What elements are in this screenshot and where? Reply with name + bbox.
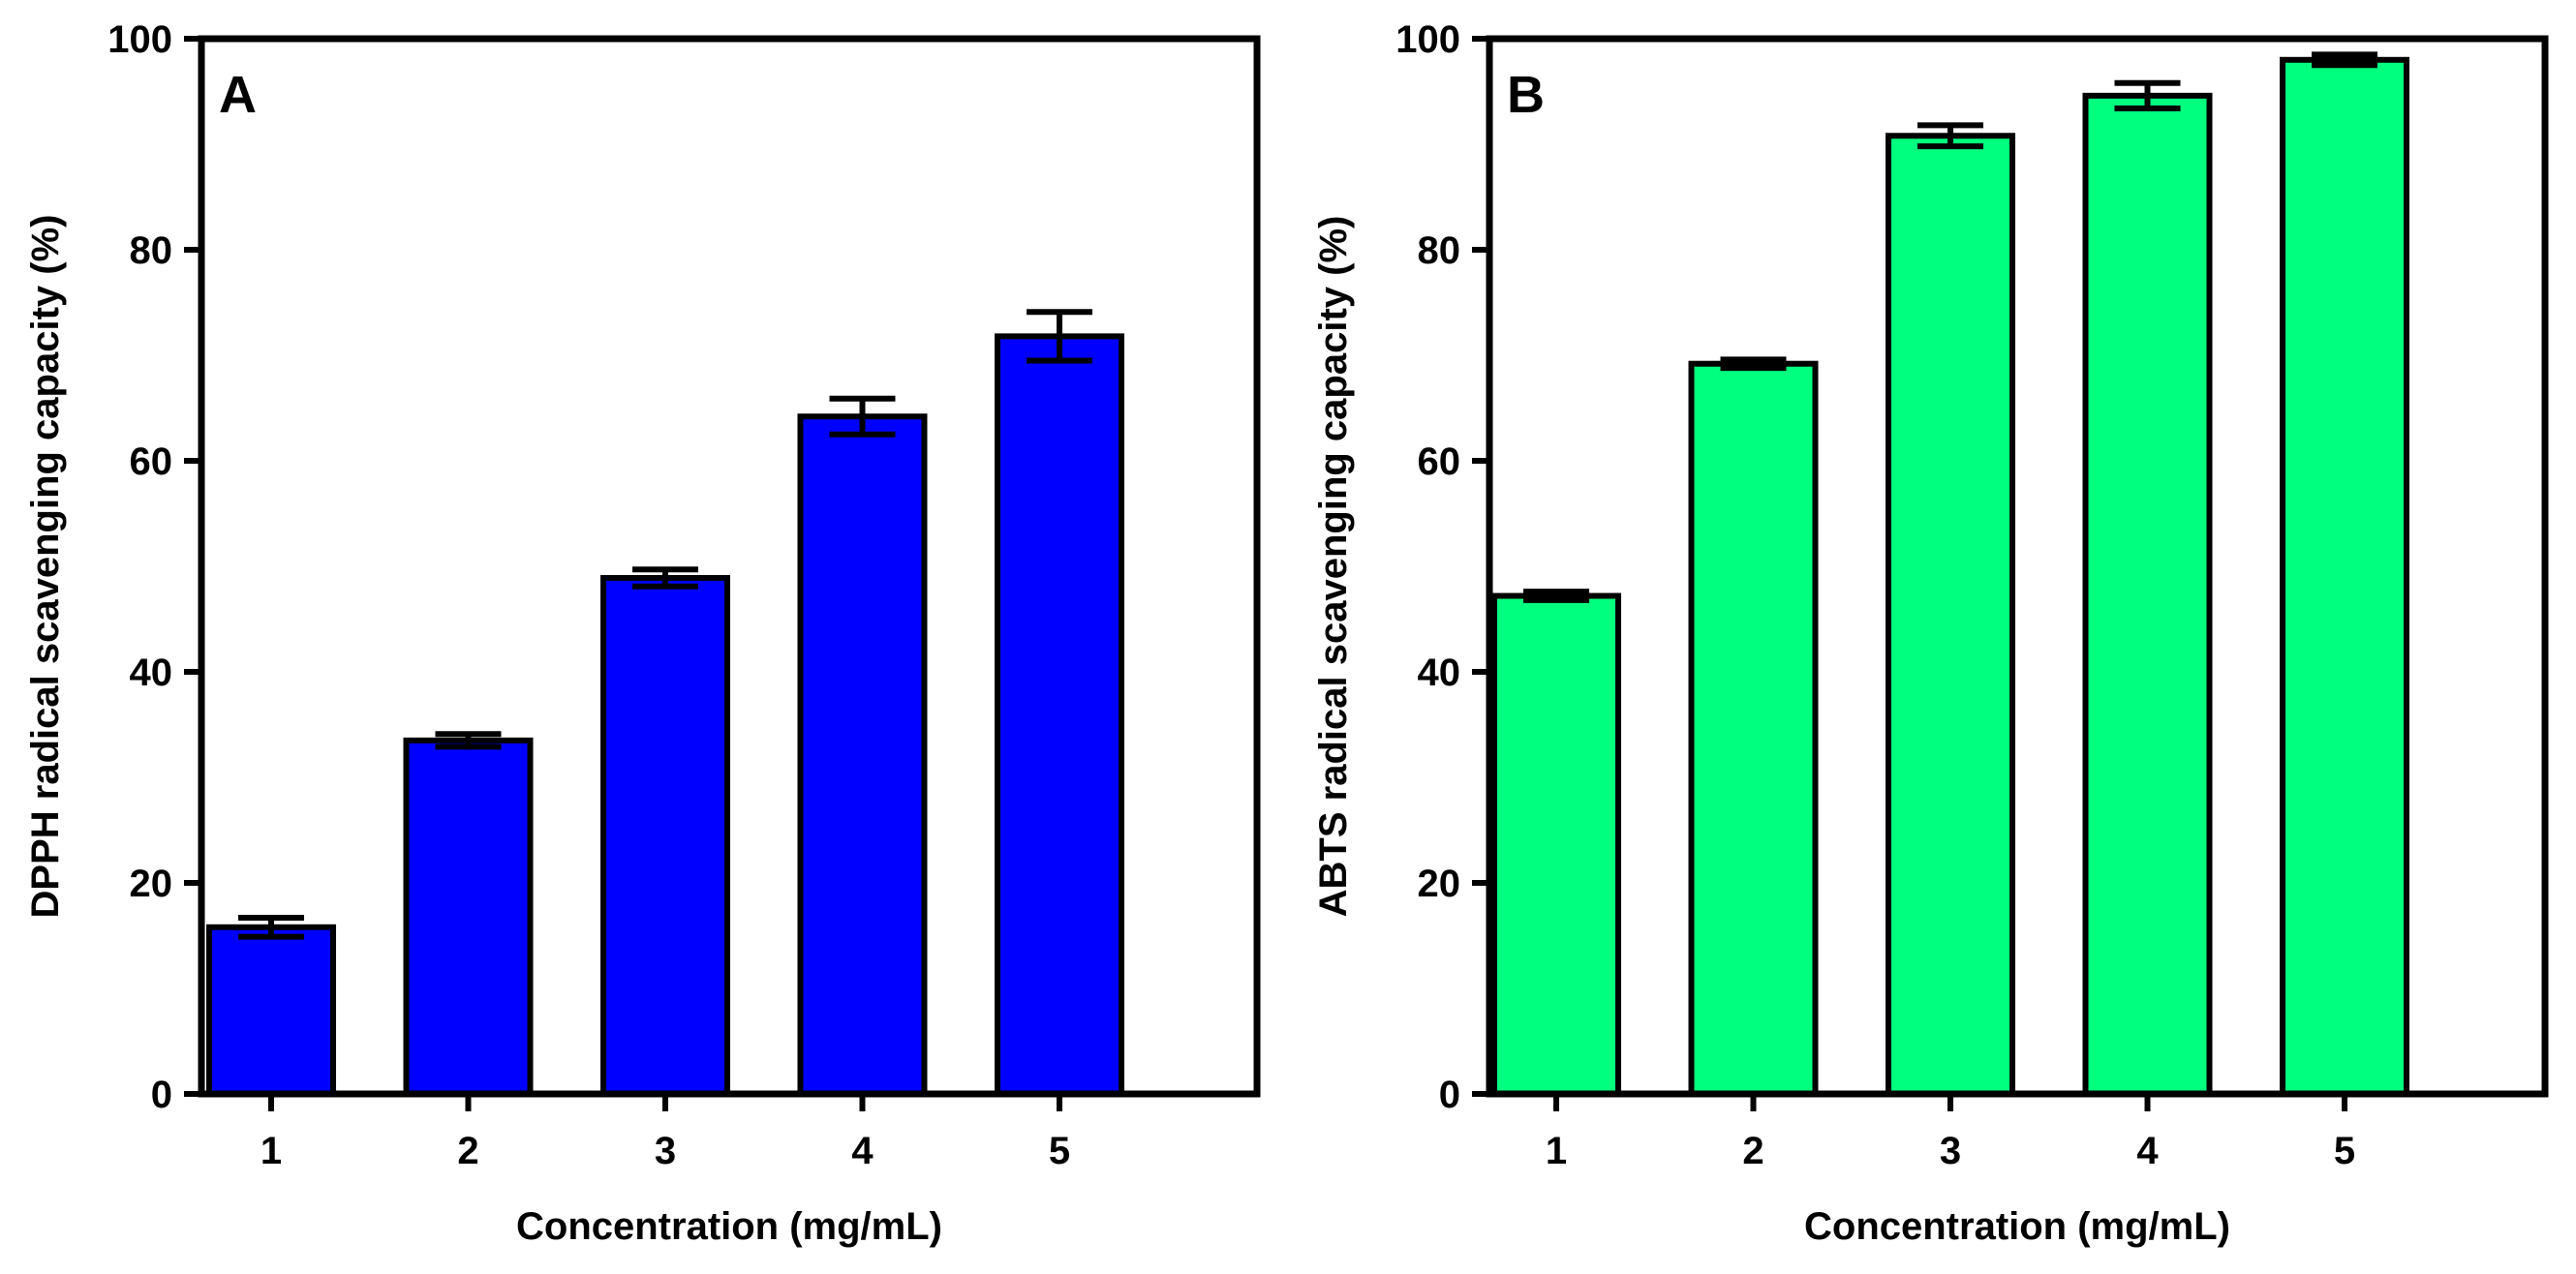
bar-5 bbox=[995, 333, 1124, 1097]
plot-frame bbox=[198, 35, 1261, 1098]
y-tick-label: 80 bbox=[1418, 229, 1461, 272]
bar-2 bbox=[403, 737, 534, 1097]
y-tick-label: 0 bbox=[151, 1074, 172, 1116]
y-tick-label: 60 bbox=[130, 440, 173, 483]
x-tick-label: 4 bbox=[2136, 1130, 2159, 1172]
y-tick-label: 20 bbox=[130, 863, 173, 905]
y-tick-label: 60 bbox=[1418, 440, 1461, 483]
x-axis-title: Concentration (mg/mL) bbox=[516, 1205, 942, 1248]
bar-4 bbox=[797, 413, 928, 1098]
bar-1 bbox=[206, 924, 336, 1098]
x-tick-label: 1 bbox=[261, 1130, 282, 1172]
y-axis-title: ABTS radical scavenging capacity (%) bbox=[1312, 216, 1355, 918]
y-tick-label: 0 bbox=[1439, 1074, 1460, 1116]
x-axis-title: Concentration (mg/mL) bbox=[1804, 1205, 2230, 1248]
x-tick-label: 5 bbox=[1049, 1130, 1070, 1172]
y-tick-label: 100 bbox=[1395, 18, 1460, 61]
bar-1 bbox=[1491, 592, 1621, 1097]
x-tick-label: 2 bbox=[1742, 1130, 1763, 1172]
x-tick-label: 1 bbox=[1546, 1130, 1567, 1172]
y-axis-title: DPPH radical scavenging capacity (%) bbox=[24, 215, 67, 919]
y-tick-label: 80 bbox=[130, 229, 173, 272]
y-tick-label: 40 bbox=[1418, 652, 1461, 694]
bar-5 bbox=[2280, 56, 2409, 1097]
bar-2 bbox=[1688, 360, 1819, 1098]
panel-label: A bbox=[219, 66, 257, 124]
y-tick-label: 40 bbox=[130, 652, 173, 694]
y-tick-label: 20 bbox=[1418, 863, 1461, 905]
bar-4 bbox=[2082, 92, 2213, 1098]
x-tick-label: 5 bbox=[2334, 1130, 2355, 1172]
x-tick-label: 4 bbox=[851, 1130, 874, 1172]
bar-3 bbox=[1886, 133, 2015, 1097]
x-tick-label: 3 bbox=[1940, 1130, 1961, 1172]
y-tick-label: 100 bbox=[107, 18, 172, 61]
panel-label: B bbox=[1507, 66, 1545, 124]
plot-frame bbox=[1486, 35, 2549, 1098]
x-tick-label: 2 bbox=[457, 1130, 478, 1172]
panel-a-dpph-chart: 0 20 40 60 80 100 1 2 3 4 5 A Concentration (mg/mL) D… bbox=[24, 18, 1261, 1248]
panel-b-abts-chart: 0 20 40 60 80 100 1 2 3 4 5 B Concentration (mg/mL) A… bbox=[1312, 18, 2549, 1248]
x-tick-label: 3 bbox=[655, 1130, 676, 1172]
bar-3 bbox=[600, 574, 730, 1097]
